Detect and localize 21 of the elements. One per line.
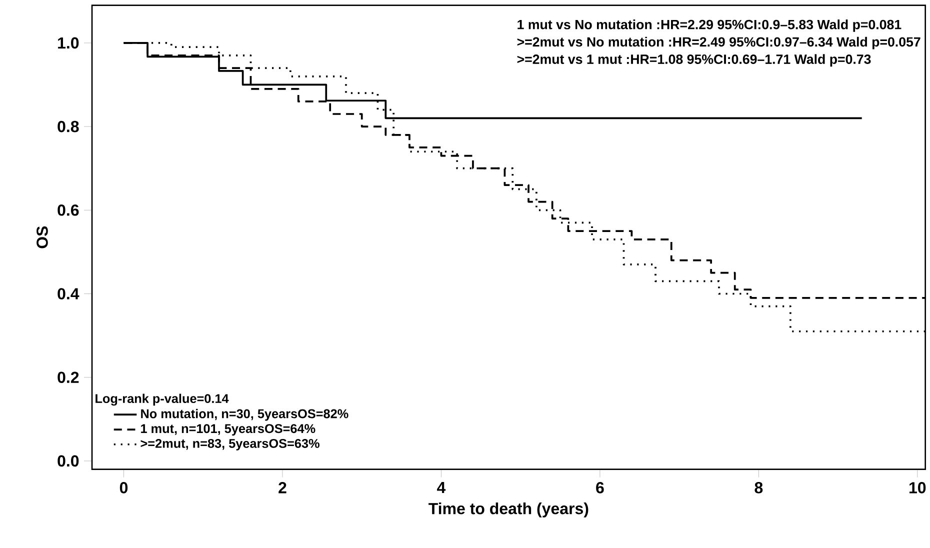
x-axis-title: Time to death (years): [428, 502, 588, 518]
annotation: 1 mut vs No mutation :HR=2.29 95%CI:0.9–5.83 Wald p=0.081: [518, 20, 902, 32]
y-tick-label: 0.2: [58, 372, 79, 384]
y-tick-label: 0.8: [58, 120, 79, 132]
x-tick-label: 10: [910, 482, 926, 494]
y-tick-label: 1.0: [58, 37, 79, 49]
legend-title: Log-rank p-value=0.14: [96, 394, 229, 406]
x-tick-label: 8: [754, 482, 763, 494]
annotation: >=2mut vs No mutation :HR=2.49 95%CI:0.97–6.34 Wald p=0.057: [517, 36, 920, 50]
x-tick-label: 4: [437, 482, 446, 494]
legend-label: >=2mut, n=83, 5yearsOS=63%: [140, 438, 320, 450]
x-tick-label: 2: [278, 482, 286, 494]
legend-label: No mutation, n=30, 5yearsOS=82%: [141, 408, 348, 421]
y-axis-title: OS: [36, 226, 48, 248]
legend-label: 1 mut, n=101, 5yearsOS=64%: [141, 424, 316, 436]
x-tick-label: 6: [596, 482, 604, 494]
annotation: >=2mut vs 1 mut :HR=1.08 95%CI:0.69–1.71 Wald p=0.73: [517, 54, 871, 67]
x-tick-label: 0: [120, 482, 128, 494]
y-tick-label: 0.6: [58, 204, 79, 216]
y-tick-label: 0.4: [58, 288, 80, 300]
y-tick-label: 0.0: [58, 455, 79, 467]
